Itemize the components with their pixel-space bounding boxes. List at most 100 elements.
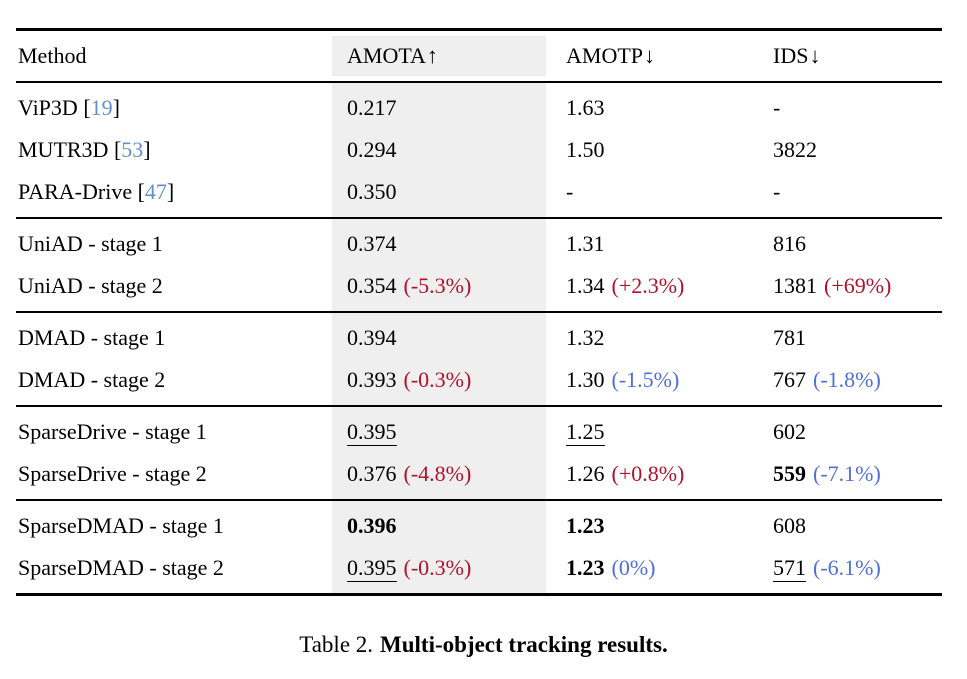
amota-cell: 0.354 (-5.3%) [332, 264, 546, 312]
table-row: DMAD - stage 2 0.393 (-0.3%) 1.30 (-1.5%) 767… [16, 358, 942, 406]
method-cell: SparseDrive - stage 2 [18, 460, 207, 486]
metric-value: 1.31 [566, 230, 605, 256]
amotp-cell: 1.25 [546, 406, 765, 453]
amota-cell: 0.376 (-4.8%) [332, 452, 546, 500]
metric-value: 0.395 [347, 418, 397, 446]
metric-delta: (+2.3%) [611, 272, 685, 298]
metric-value: 571 [773, 554, 806, 582]
metric-delta: (+69%) [824, 272, 892, 298]
metric-value: 0.395 [347, 554, 397, 582]
citation-link[interactable]: 53 [121, 136, 144, 162]
citation-link[interactable]: 47 [144, 178, 167, 204]
metric-value: 1.26 [566, 460, 605, 486]
header-row: Method AMOTA↑ AMOTP↓ IDS↓ [16, 30, 942, 82]
metric-delta: (-6.1%) [813, 554, 881, 580]
metric-value: 767 [773, 366, 806, 392]
table-group: DMAD - stage 1 0.394 1.32 781 DMAD - stage 2… [16, 311, 942, 406]
amotp-cell: 1.50 [546, 129, 765, 171]
metric-delta: (-0.3%) [403, 554, 472, 580]
metric-value: 1.63 [566, 94, 605, 120]
metric-delta: (-4.8%) [403, 460, 472, 486]
amotp-cell: - [546, 171, 765, 218]
table-group: SparseDrive - stage 1 0.395 1.25 602 SparseD… [16, 405, 942, 500]
table-row: SparseDrive - stage 1 0.395 1.25 602 [16, 405, 942, 453]
metric-value: 1381 [773, 272, 817, 298]
metric-value: 602 [773, 418, 806, 444]
method-cell: PARA-Drive [47] [18, 178, 175, 204]
amotp-cell: 1.32 [546, 312, 765, 359]
amotp-cell: 1.30 (-1.5%) [546, 359, 765, 406]
metric-delta: (-5.3%) [403, 272, 472, 298]
metric-value: 3822 [773, 136, 817, 162]
ids-cell: 781 [765, 312, 942, 359]
amota-cell: 0.395 (-0.3%) [332, 546, 546, 594]
down-arrow-icon: ↓ [809, 42, 821, 68]
amotp-cell: 1.31 [546, 218, 765, 265]
mot-results-table: Method AMOTA↑ AMOTP↓ IDS↓ ViP3D [19] 0.21… [16, 28, 942, 596]
method-cell: SparseDMAD - stage 1 [18, 512, 224, 538]
metric-delta: (-0.3%) [403, 366, 472, 392]
metric-value: 0.350 [347, 178, 397, 204]
metric-delta: (-1.8%) [813, 366, 881, 392]
metric-value: 781 [773, 324, 806, 350]
table-row: UniAD - stage 2 0.354 (-5.3%) 1.34 (+2.3%) 13… [16, 264, 942, 312]
method-cell: DMAD - stage 1 [18, 324, 166, 350]
up-arrow-icon: ↑ [426, 42, 438, 68]
metric-value: - [773, 94, 781, 120]
ids-cell: 767 (-1.8%) [765, 359, 942, 406]
metric-value: 0.396 [347, 512, 397, 538]
table-group: SparseDMAD - stage 1 0.396 1.23 608 SparseDM… [16, 499, 942, 595]
metric-delta: (-1.5%) [611, 366, 680, 392]
metric-value: - [773, 178, 781, 204]
table-group: ViP3D [19] 0.217 1.63 - MUTR3D [53] 0.294 1.50… [16, 81, 942, 218]
amotp-cell: 1.26 (+0.8%) [546, 453, 765, 500]
caption-label: Table 2. [299, 632, 374, 657]
table-row: SparseDMAD - stage 2 0.395 (-0.3%) 1.23 (0%)… [16, 546, 942, 595]
metric-value: 559 [773, 460, 806, 486]
ids-cell: 571 (-6.1%) [765, 547, 942, 595]
amota-cell: 0.217 [332, 81, 546, 129]
amota-cell: 0.350 [332, 170, 546, 218]
metric-delta: (-7.1%) [813, 460, 881, 486]
metric-value: 1.32 [566, 324, 605, 350]
metric-value: 0.217 [347, 94, 397, 120]
metric-delta: (+0.8%) [611, 460, 685, 486]
down-arrow-icon: ↓ [644, 42, 656, 68]
table-row: DMAD - stage 1 0.394 1.32 781 [16, 311, 942, 359]
column-label: AMOTA [347, 42, 426, 68]
metric-value: 816 [773, 230, 806, 256]
method-cell: SparseDMAD - stage 2 [18, 554, 224, 580]
ids-cell: 816 [765, 218, 942, 265]
citation-link[interactable]: 19 [90, 94, 113, 120]
method-cell: UniAD - stage 2 [18, 272, 163, 298]
method-cell: ViP3D [19] [18, 94, 120, 120]
amota-cell: 0.393 (-0.3%) [332, 358, 546, 406]
amota-cell: 0.395 [332, 405, 546, 453]
metric-value: - [566, 178, 574, 204]
method-cell: UniAD - stage 1 [18, 230, 163, 256]
amotp-cell: 1.23 (0%) [546, 547, 765, 595]
amota-cell: 0.396 [332, 499, 546, 547]
metric-value: 0.376 [347, 460, 397, 486]
metric-value: 1.25 [566, 418, 605, 446]
metric-value: 1.23 [566, 512, 605, 538]
caption-title: Multi-object tracking results. [380, 632, 668, 657]
metric-value: 1.50 [566, 136, 605, 162]
method-cell: DMAD - stage 2 [18, 366, 166, 392]
table-row: UniAD - stage 1 0.374 1.31 816 [16, 217, 942, 265]
table-row: SparseDMAD - stage 1 0.396 1.23 608 [16, 499, 942, 547]
amota-highlight-box: AMOTA↑ [332, 35, 546, 76]
amota-cell: 0.294 [332, 128, 546, 171]
column-header-amotp: AMOTP↓ [546, 30, 765, 82]
column-header-amota: AMOTA↑ [332, 30, 546, 82]
amota-cell: 0.374 [332, 217, 546, 265]
metric-value: 1.30 [566, 366, 605, 392]
amotp-cell: 1.63 [546, 82, 765, 129]
ids-cell: 3822 [765, 129, 942, 171]
amotp-cell: 1.23 [546, 500, 765, 547]
column-header-ids: IDS↓ [765, 30, 942, 82]
metric-delta: (0%) [611, 554, 656, 580]
metric-value: 0.394 [347, 324, 397, 350]
table-group: UniAD - stage 1 0.374 1.31 816 UniAD - stage… [16, 217, 942, 312]
